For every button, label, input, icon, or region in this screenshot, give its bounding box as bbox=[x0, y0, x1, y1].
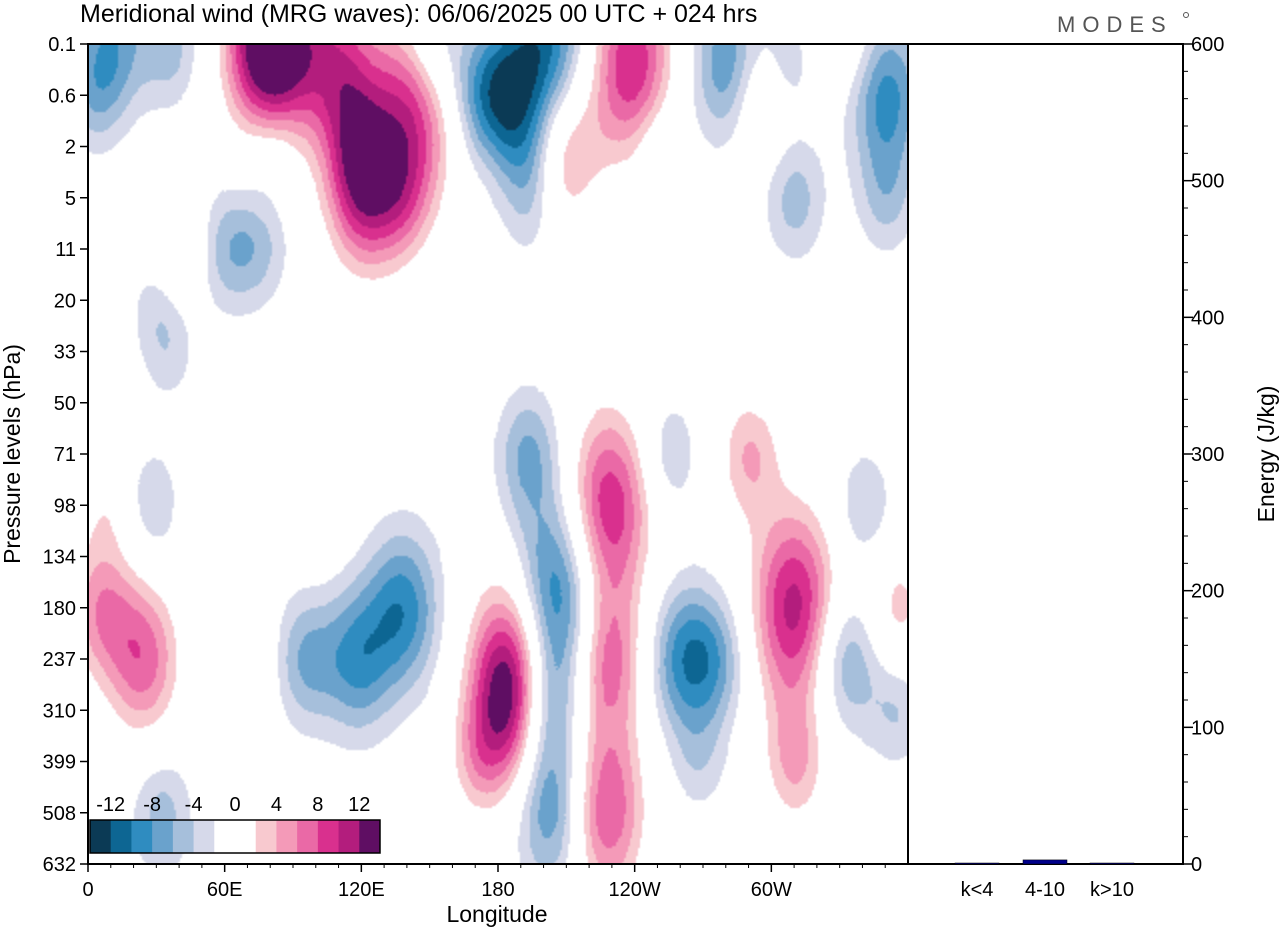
energy-tick-label: 600 bbox=[1191, 34, 1224, 56]
colorbar bbox=[89, 819, 381, 854]
colorbar-swatch bbox=[317, 820, 340, 853]
colorbar-swatch bbox=[276, 820, 298, 853]
pressure-tick-label: 0.6 bbox=[48, 85, 76, 107]
logo-registered-mark bbox=[1183, 12, 1189, 18]
longitude-axis: 0 60E 120E 180 120W 60W bbox=[82, 864, 886, 901]
colorbar-swatch bbox=[338, 820, 360, 853]
pressure-tick-label: 237 bbox=[43, 649, 76, 671]
longitude-tick-label: 0 bbox=[82, 879, 93, 901]
colorbar-swatch bbox=[131, 820, 153, 853]
pressure-tick-label: 98 bbox=[54, 495, 76, 517]
pressure-tick-label: 5 bbox=[65, 188, 76, 210]
pressure-tick-label: 2 bbox=[65, 137, 76, 159]
energy-tick-label: 300 bbox=[1191, 444, 1224, 466]
chart-title: Meridional wind (MRG waves): 06/06/2025 … bbox=[80, 0, 757, 28]
longitude-tick-label: 120E bbox=[338, 879, 385, 901]
energy-tick-label: 100 bbox=[1191, 717, 1224, 739]
pressure-tick-label: 11 bbox=[55, 239, 76, 261]
heatmap-raster bbox=[88, 44, 908, 864]
colorbar-label: -4 bbox=[185, 794, 203, 816]
pressure-tick-label: 399 bbox=[43, 752, 76, 774]
pressure-tick-label: 310 bbox=[43, 700, 76, 722]
colorbar-label: 4 bbox=[271, 794, 282, 816]
energy-axis-label: Energy (J/kg) bbox=[1253, 386, 1279, 523]
energy-bar bbox=[1022, 859, 1068, 865]
energy-category-label: k<4 bbox=[961, 879, 994, 901]
colorbar-swatch bbox=[214, 820, 236, 853]
energy-tick-label: 200 bbox=[1191, 581, 1224, 603]
pressure-tick-label: 632 bbox=[43, 854, 76, 876]
pressure-tick-label: 0.1 bbox=[48, 34, 76, 56]
pressure-tick-label: 20 bbox=[54, 290, 76, 312]
pressure-tick-label: 50 bbox=[54, 393, 76, 415]
pressure-axis: 0.1 0.6 2 5 11 20 33 50 71 98 134 180 237 310 399 508 63… bbox=[43, 34, 88, 876]
energy-tick-label: 500 bbox=[1191, 171, 1224, 193]
energy-tick-label: 400 bbox=[1191, 307, 1224, 329]
colorbar-swatch bbox=[90, 820, 112, 853]
energy-bar bbox=[954, 862, 1000, 865]
colorbar-border bbox=[89, 819, 381, 854]
energy-axis: 0 100 200 300 400 500 600 bbox=[1183, 34, 1224, 876]
colorbar-swatch bbox=[152, 820, 174, 853]
colorbar-label: -8 bbox=[143, 794, 161, 816]
x-axis-label: Longitude bbox=[446, 901, 547, 927]
colorbar-swatch bbox=[359, 820, 381, 853]
heatmap-field bbox=[88, 44, 908, 864]
colorbar-swatch bbox=[172, 820, 195, 853]
colorbar-swatch bbox=[110, 820, 132, 853]
energy-bar bbox=[1089, 862, 1135, 865]
energy-tick-label: 0 bbox=[1191, 854, 1202, 876]
energy-category-label: 4-10 bbox=[1025, 879, 1065, 901]
colorbar-label: -12 bbox=[96, 794, 125, 816]
colorbar-swatch bbox=[235, 820, 257, 853]
pressure-tick-label: 71 bbox=[54, 444, 76, 466]
modes-logo: MODES bbox=[1057, 12, 1173, 37]
longitude-tick-label: 120W bbox=[609, 879, 661, 901]
energy-bars bbox=[954, 859, 1135, 865]
energy-frame bbox=[907, 43, 1184, 865]
pressure-tick-label: 508 bbox=[43, 803, 76, 825]
colorbar-label: 0 bbox=[229, 794, 240, 816]
energy-bar-labels: k<4 4-10 k>10 bbox=[961, 879, 1134, 901]
colorbar-label: 12 bbox=[348, 794, 370, 816]
colorbar-swatch bbox=[255, 820, 277, 853]
colorbar-label: 8 bbox=[312, 794, 323, 816]
pressure-tick-label: 33 bbox=[54, 342, 76, 364]
y-axis-label: Pressure levels (hPa) bbox=[0, 344, 25, 564]
pressure-tick-label: 134 bbox=[43, 547, 76, 569]
energy-category-label: k>10 bbox=[1090, 879, 1134, 901]
colorbar-swatch bbox=[297, 820, 319, 853]
longitude-tick-label: 180 bbox=[481, 879, 514, 901]
longitude-tick-label: 60E bbox=[207, 879, 243, 901]
pressure-tick-label: 180 bbox=[43, 598, 76, 620]
longitude-tick-label: 60W bbox=[751, 879, 792, 901]
colorbar-labels: -12 -8 -4 0 4 8 12 bbox=[96, 794, 370, 816]
colorbar-swatch bbox=[193, 820, 215, 853]
